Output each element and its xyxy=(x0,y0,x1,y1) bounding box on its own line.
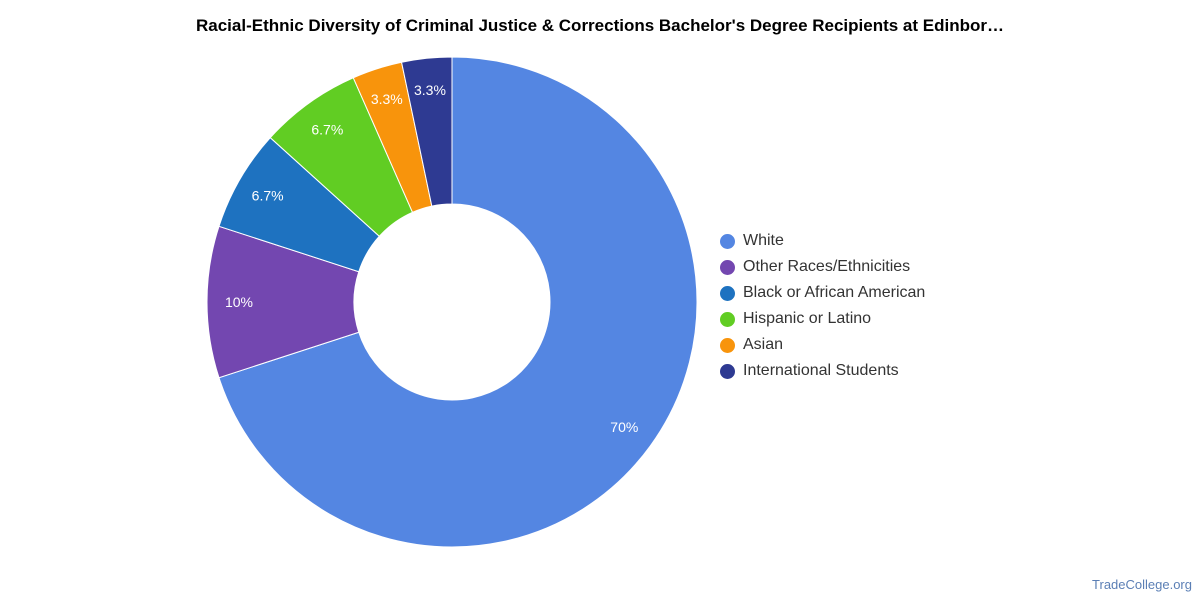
legend-label: Other Races/Ethnicities xyxy=(743,258,911,275)
legend-label: Black or African American xyxy=(743,284,926,301)
slice-label-hispanic-or-latino: 6.7% xyxy=(311,121,343,137)
chart-title: Racial-Ethnic Diversity of Criminal Just… xyxy=(196,16,1004,35)
slice-label-other-races-ethnicities: 10% xyxy=(225,294,253,310)
slice-label-asian: 3.3% xyxy=(371,91,403,107)
legend-item-other-races-ethnicities[interactable]: Other Races/Ethnicities xyxy=(720,254,925,280)
slice-label-black-or-african-american: 6.7% xyxy=(252,187,284,203)
legend-item-black-or-african-american[interactable]: Black or African American xyxy=(720,280,925,306)
legend-swatch-icon xyxy=(720,337,735,353)
legend-item-white[interactable]: White xyxy=(720,228,925,254)
legend-item-international-students[interactable]: International Students xyxy=(720,358,925,384)
legend-item-hispanic-or-latino[interactable]: Hispanic or Latino xyxy=(720,306,925,332)
legend-label: Asian xyxy=(743,336,784,353)
slice-international-students[interactable] xyxy=(400,56,453,207)
slice-label-international-students: 3.3% xyxy=(414,82,446,98)
slice-label-white: 70% xyxy=(610,419,638,435)
legend-label: Hispanic or Latino xyxy=(743,310,872,327)
slice-white[interactable] xyxy=(218,56,698,548)
legend-swatch-icon xyxy=(720,259,735,275)
legend-swatch-icon xyxy=(720,311,735,327)
legend-swatch-icon xyxy=(720,233,735,249)
legend-label: White xyxy=(743,232,784,249)
legend-label: International Students xyxy=(743,362,899,379)
legend-swatch-icon xyxy=(720,363,735,379)
chart-legend: White Other Races/Ethnicities Black or Afr… xyxy=(720,228,925,384)
legend-item-asian[interactable]: Asian xyxy=(720,332,925,358)
site-watermark[interactable]: TradeCollege.org xyxy=(1092,577,1192,592)
legend-swatch-icon xyxy=(720,285,735,301)
